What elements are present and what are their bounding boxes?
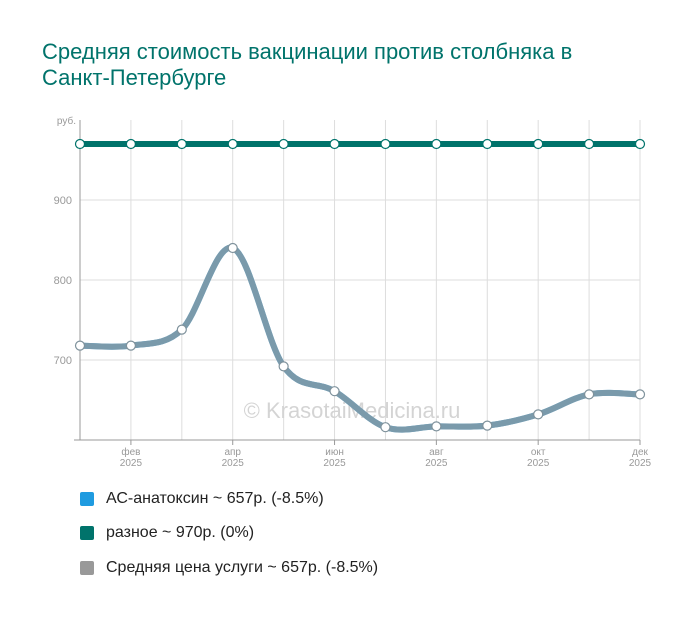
legend-swatch bbox=[80, 561, 94, 575]
data-point bbox=[278, 138, 289, 150]
x-tick-label: июн bbox=[325, 447, 344, 458]
x-tick-year: 2025 bbox=[222, 458, 245, 469]
y-axis-label: руб. bbox=[57, 115, 76, 127]
x-tick-year: 2025 bbox=[425, 458, 448, 469]
data-point bbox=[634, 389, 646, 400]
y-tick-label: 700 bbox=[54, 355, 72, 367]
legend-swatch bbox=[80, 526, 94, 540]
y-tick-label: 800 bbox=[54, 275, 72, 287]
data-point bbox=[431, 421, 442, 432]
legend-label: АС-анатоксин ~ 657р. (-8.5%) bbox=[106, 490, 324, 507]
data-point bbox=[583, 389, 595, 400]
data-point bbox=[329, 138, 340, 150]
x-tick-year: 2025 bbox=[120, 458, 143, 469]
x-tick-label: апр bbox=[224, 447, 241, 458]
data-point bbox=[533, 409, 544, 420]
data-point bbox=[533, 138, 544, 150]
x-tick-year: 2025 bbox=[629, 458, 652, 469]
x-tick-label: фев bbox=[121, 446, 140, 458]
data-point bbox=[482, 420, 493, 431]
chart-title: Средняя стоимость вакцинации против стол… bbox=[42, 39, 573, 90]
x-tick-label: окт bbox=[531, 447, 546, 458]
x-tick-year: 2025 bbox=[323, 458, 346, 469]
data-point bbox=[278, 361, 289, 372]
data-point bbox=[227, 242, 238, 254]
data-point bbox=[74, 138, 86, 150]
data-point bbox=[380, 138, 391, 150]
data-point bbox=[74, 340, 86, 351]
legend-item-average[interactable]: Средняя цена услуги ~ 657р. (-8.5%) bbox=[80, 559, 378, 577]
data-point bbox=[125, 138, 137, 150]
x-tick-year: 2025 bbox=[527, 458, 550, 469]
data-point bbox=[583, 138, 595, 150]
legend-swatch bbox=[80, 492, 94, 506]
data-point bbox=[227, 138, 238, 150]
data-point bbox=[482, 138, 493, 150]
legend-label: Средняя цена услуги ~ 657р. (-8.5%) bbox=[106, 559, 379, 576]
legend-item-ac-anatoxin[interactable]: АС-анатоксин ~ 657р. (-8.5%) bbox=[80, 490, 324, 508]
data-point bbox=[380, 422, 391, 433]
data-point bbox=[176, 324, 187, 335]
legend-item-raznoe[interactable]: разное ~ 970р. (0%) bbox=[80, 524, 254, 542]
data-point bbox=[125, 340, 137, 351]
data-point bbox=[176, 138, 187, 150]
data-point bbox=[329, 386, 340, 397]
x-tick-label: дек bbox=[632, 447, 648, 458]
data-point bbox=[431, 138, 442, 150]
data-point bbox=[634, 138, 646, 150]
y-tick-label: 900 bbox=[54, 195, 72, 207]
x-tick-label: авг bbox=[429, 447, 444, 458]
legend-label: разное ~ 970р. (0%) bbox=[106, 524, 255, 541]
